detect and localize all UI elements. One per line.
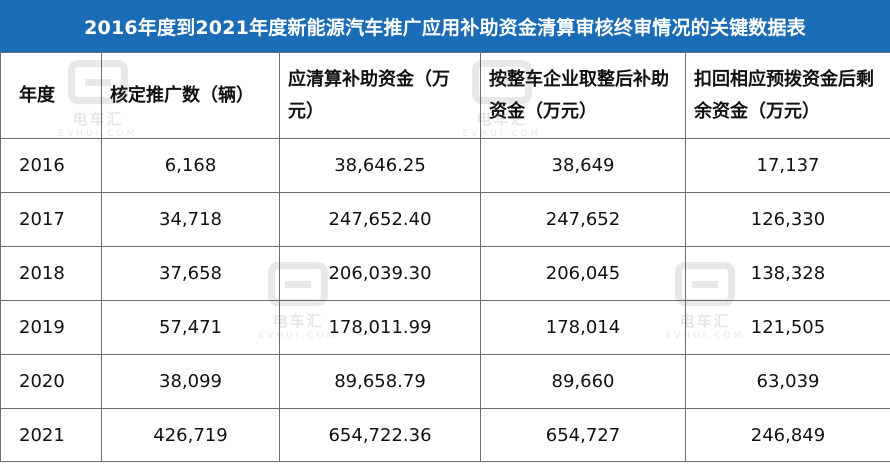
cell-subsidy: 38,646.25	[279, 138, 481, 193]
cell-rounded: 654,727	[480, 408, 686, 462]
cell-year: 2019	[0, 300, 102, 355]
cell-year: 2016	[0, 138, 102, 193]
cell-vehicles: 38,099	[101, 354, 280, 409]
table-title: 2016年度到2021年度新能源汽车推广应用补助资金清算审核终审情况的关键数据表	[0, 0, 890, 52]
header-vehicles: 核定推广数（辆）	[101, 52, 280, 139]
cell-vehicles: 37,658	[101, 246, 280, 301]
cell-vehicles: 426,719	[101, 408, 280, 462]
cell-rounded: 89,660	[480, 354, 686, 409]
cell-year: 2018	[0, 246, 102, 301]
cell-vehicles: 34,718	[101, 192, 280, 247]
cell-vehicles: 57,471	[101, 300, 280, 355]
table-row: 2016 6,168 38,646.25 38,649 17,137	[0, 138, 890, 193]
cell-vehicles: 6,168	[101, 138, 280, 193]
cell-rounded: 38,649	[480, 138, 686, 193]
cell-remaining: 246,849	[685, 408, 890, 462]
table-row: 2021 426,719 654,722.36 654,727 246,849	[0, 408, 890, 462]
cell-remaining: 121,505	[685, 300, 890, 355]
table-row: 2017 34,718 247,652.40 247,652 126,330	[0, 192, 890, 247]
table-row: 2019 57,471 178,011.99 178,014 121,505	[0, 300, 890, 355]
cell-remaining: 63,039	[685, 354, 890, 409]
cell-subsidy: 654,722.36	[279, 408, 481, 462]
cell-year: 2017	[0, 192, 102, 247]
header-row: 年度 核定推广数（辆） 应清算补助资金（万元） 按整车企业取整后补助资金（万元）…	[0, 52, 890, 139]
cell-subsidy: 89,658.79	[279, 354, 481, 409]
header-subsidy: 应清算补助资金（万元）	[279, 52, 481, 139]
cell-year: 2020	[0, 354, 102, 409]
cell-rounded: 178,014	[480, 300, 686, 355]
cell-subsidy: 178,011.99	[279, 300, 481, 355]
cell-rounded: 247,652	[480, 192, 686, 247]
header-remaining-funds: 扣回相应预拨资金后剩余资金（万元）	[685, 52, 890, 139]
cell-remaining: 17,137	[685, 138, 890, 193]
cell-subsidy: 206,039.30	[279, 246, 481, 301]
cell-remaining: 126,330	[685, 192, 890, 247]
cell-remaining: 138,328	[685, 246, 890, 301]
header-rounded-subsidy: 按整车企业取整后补助资金（万元）	[480, 52, 686, 139]
cell-subsidy: 247,652.40	[279, 192, 481, 247]
table-row: 2018 37,658 206,039.30 206,045 138,328	[0, 246, 890, 301]
cell-year: 2021	[0, 408, 102, 462]
cell-rounded: 206,045	[480, 246, 686, 301]
table-row: 2020 38,099 89,658.79 89,660 63,039	[0, 354, 890, 409]
header-year: 年度	[0, 52, 102, 139]
data-table: 年度 核定推广数（辆） 应清算补助资金（万元） 按整车企业取整后补助资金（万元）…	[0, 52, 890, 462]
